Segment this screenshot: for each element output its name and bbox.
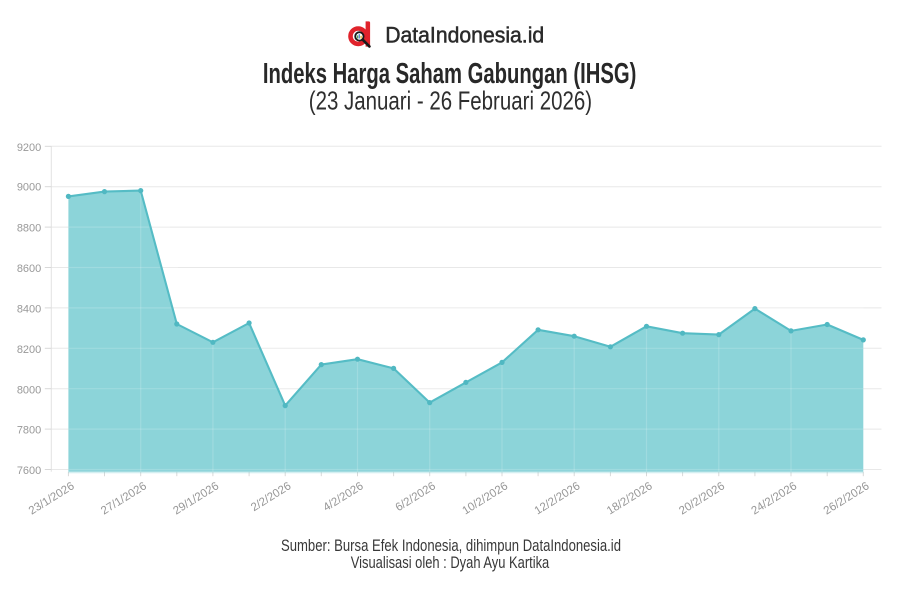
svg-text:9200: 9200 [17, 142, 41, 154]
svg-text:9000: 9000 [17, 182, 41, 194]
svg-text:DataIndonesia.id: DataIndonesia.id [385, 23, 544, 48]
svg-text:Indeks Harga Saham Gabungan (I: Indeks Harga Saham Gabungan (IHSG) [263, 58, 637, 90]
svg-text:8400: 8400 [17, 304, 41, 316]
svg-text:8600: 8600 [17, 263, 41, 275]
svg-text:8000: 8000 [17, 384, 41, 396]
svg-text:Visualisasi oleh : Dyah Ayu Ka: Visualisasi oleh : Dyah Ayu Kartika [351, 553, 550, 572]
svg-text:Sumber: Bursa Efek Indonesia,: Sumber: Bursa Efek Indonesia, dihimpun D… [281, 536, 621, 555]
svg-text:7600: 7600 [17, 465, 41, 477]
svg-text:8800: 8800 [17, 223, 41, 235]
svg-text:8200: 8200 [17, 344, 41, 356]
svg-text:7800: 7800 [17, 425, 41, 437]
svg-text:(23 Januari - 26 Februari 2026: (23 Januari - 26 Februari 2026) [309, 86, 592, 116]
